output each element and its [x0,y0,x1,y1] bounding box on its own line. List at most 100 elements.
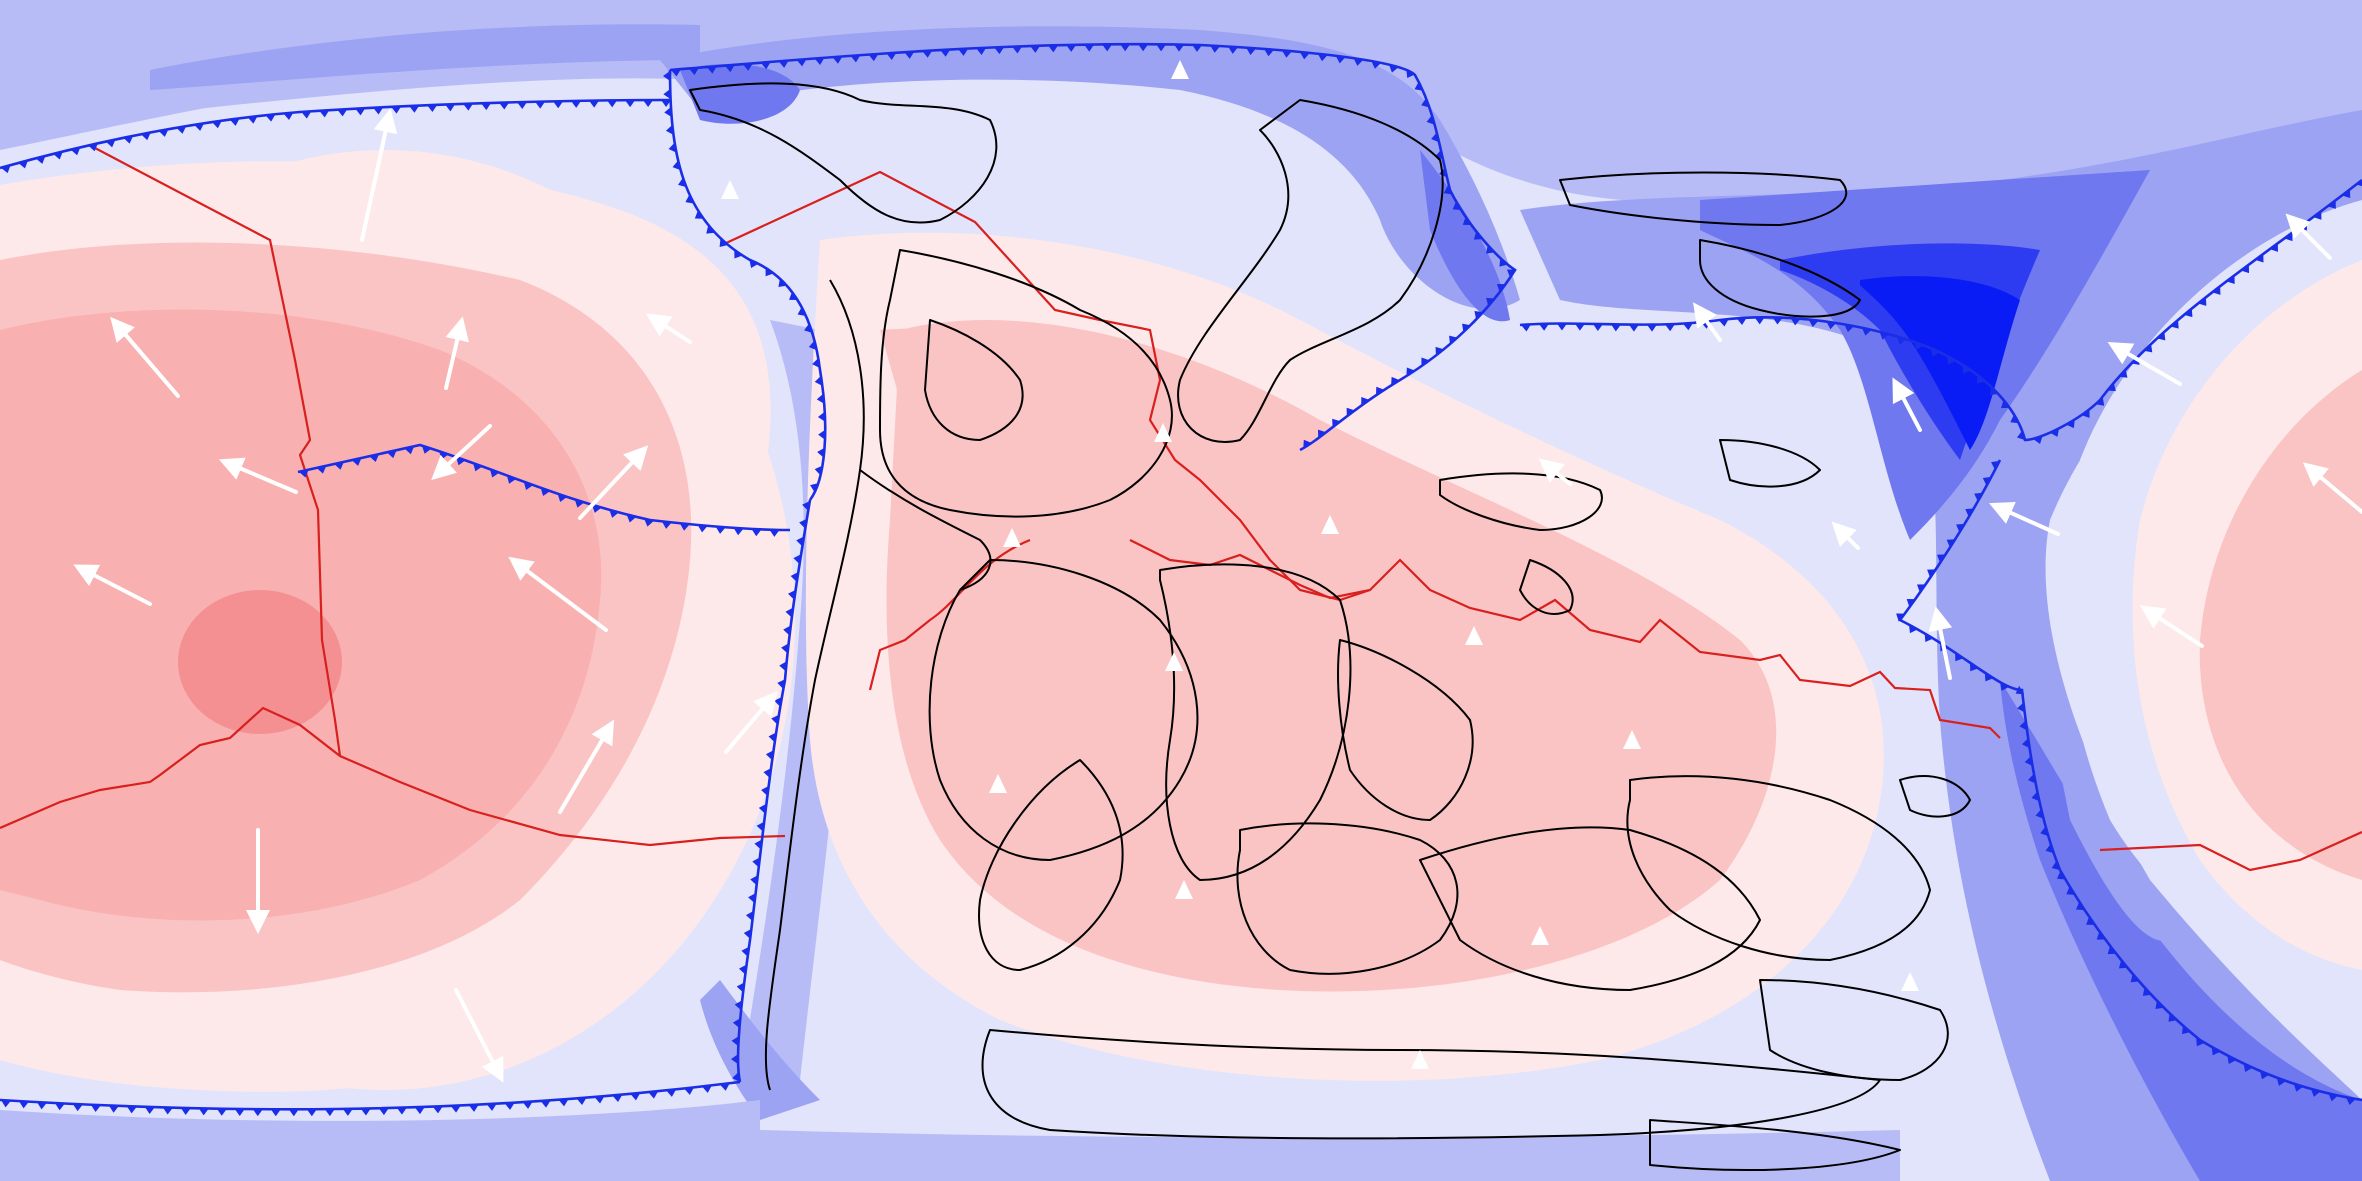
trench-tooth [1906,599,1916,608]
trench-tooth [607,100,618,108]
velocity-arrowhead [1171,60,1189,79]
trench-tooth [2118,369,2128,378]
trench-tooth [540,1100,551,1108]
trench-tooth [1556,323,1567,331]
trench-tooth [1937,554,1946,563]
trench-tooth [765,750,774,761]
trench-tooth [473,463,483,472]
trench-segment [668,69,827,501]
trench-segment [297,443,791,532]
trench-tooth [404,446,415,455]
trench-tooth [664,106,672,117]
trench-tooth [540,487,551,497]
trench-tooth [2095,397,2105,406]
trench-tooth [342,1108,353,1116]
trench-tooth [2155,1000,2164,1010]
coastline [1899,775,1971,818]
trench-tooth [1924,633,1934,642]
trench-tooth [589,100,600,108]
trench-tooth [922,50,933,58]
trench-tooth [2000,682,2010,691]
trench-tooth [741,946,750,957]
trench-tooth [1520,324,1531,332]
trench-tooth [53,151,63,160]
trench-tooth [1974,492,1983,502]
trench-segment [669,42,1517,452]
velocity-arrow [2285,213,2332,260]
velocity-arrow [2107,341,2182,386]
trench-tooth [678,177,687,188]
trench-tooth [1592,323,1603,331]
trench-tooth [2024,756,2033,766]
trench-tooth [105,139,116,148]
trench-tooth [663,71,671,81]
ridge-segment [1129,539,2001,739]
trench-tooth [1844,324,1855,333]
trench-tooth [1353,58,1364,66]
trench-tooth [1962,364,1972,374]
trench-tooth [571,100,582,108]
trench-tooth [779,661,787,672]
trench-tooth [2345,1097,2356,1105]
trench-tooth [812,358,820,369]
trench-tooth [283,112,294,120]
trench-tooth [1228,46,1239,54]
trench-tooth [90,1104,101,1112]
trench-tooth [414,1106,425,1115]
trench-tooth [486,1103,497,1111]
trench-tooth [817,447,825,458]
trench-tooth [788,589,796,600]
trench-tooth [804,323,813,333]
trench-tooth [1984,672,1994,682]
trench-tooth [2130,973,2140,983]
trench-tooth [644,518,654,527]
trench-tooth [576,1097,587,1106]
coastline [1177,99,1444,443]
trench-tooth [369,454,380,462]
trench-tooth [2168,1013,2177,1022]
trench-tooth [2035,809,2044,819]
trench-tooth [886,52,897,60]
trench-tooth [108,1105,119,1113]
velocity-arrow [578,445,649,520]
trench-tooth [2033,435,2043,445]
trench-tooth [761,785,769,796]
coastline [689,82,998,224]
trench-tooth [316,465,327,474]
trench-tooth [2156,331,2166,341]
trench-tooth [1346,407,1355,417]
trench-tooth [2226,275,2235,284]
trench-tooth [301,111,312,119]
trench-tooth [2212,286,2221,295]
trench-tooth [1431,132,1440,143]
trench-tooth [558,1099,569,1107]
trench-tooth [1664,324,1675,332]
trench-tooth [1506,269,1516,278]
trench-tooth [1391,376,1400,386]
trench-tooth [701,1085,712,1093]
trench-tooth [1299,51,1310,60]
trench-tooth [432,1106,443,1114]
trench-tooth [1435,346,1444,356]
trench-tooth [2211,1046,2221,1056]
trench-tooth [736,982,745,993]
trench-tooth [140,132,151,141]
trench-tooth [2076,901,2085,911]
trench-tooth [252,1109,263,1117]
trench-tooth [234,1108,245,1117]
coastline [978,759,1124,971]
trench-tooth [749,259,759,269]
trench-tooth [1982,476,1992,486]
trench-tooth [247,116,258,124]
trench-tooth [2107,382,2116,392]
ridge-segment [868,538,1031,691]
trench-tooth [904,51,915,59]
trench-tooth [180,1107,191,1116]
trench-tooth [694,210,704,219]
trench-tooth [2017,702,2025,713]
trench-tooth [2040,826,2049,837]
trench-tooth [783,625,791,636]
trench-tooth [1192,44,1203,52]
trench-tooth [1462,323,1471,333]
